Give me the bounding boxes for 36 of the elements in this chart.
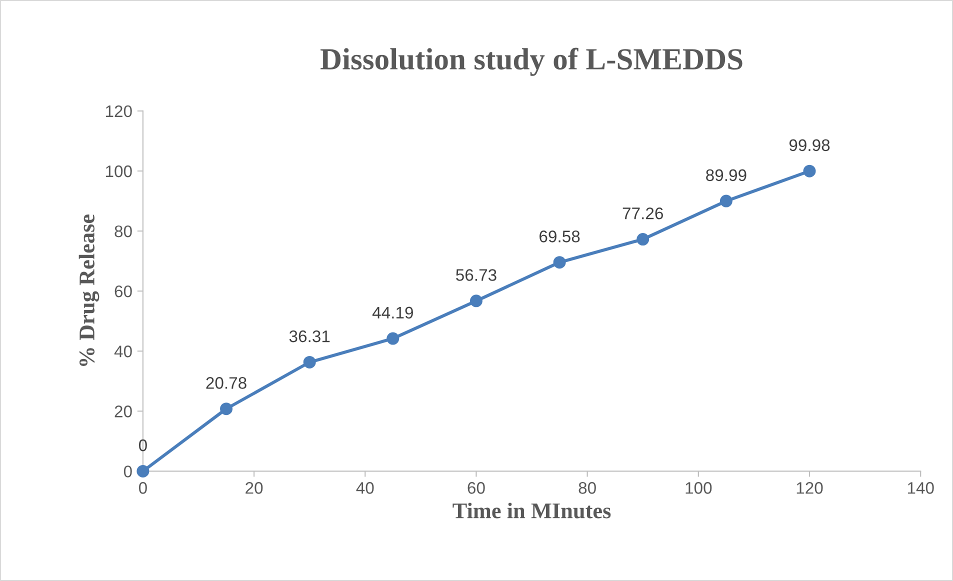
data-label: 69.58: [540, 230, 580, 242]
data-label: 36.31: [289, 330, 330, 342]
x-tick-label: 100: [686, 482, 712, 494]
data-label: 89.99: [706, 169, 746, 182]
x-tick-label: 40: [356, 482, 374, 494]
y-tick-label: 40: [114, 346, 132, 358]
point: [470, 294, 482, 308]
x-tick-label: 140: [908, 482, 934, 494]
y-tick-label: 120: [106, 105, 132, 118]
point: [386, 332, 400, 345]
x-tick-label: 80: [578, 482, 596, 494]
point: [720, 194, 732, 208]
data-label: 44.19: [372, 306, 413, 319]
y-tick-label: 0: [124, 466, 132, 478]
y-tick-label: 100: [106, 165, 132, 178]
point: [220, 402, 233, 416]
y-tick-label: 60: [114, 285, 132, 298]
y-tick-label: 80: [114, 225, 132, 238]
x-tick-label: 60: [468, 482, 485, 494]
point: [636, 233, 650, 246]
data-label: 56.73: [456, 269, 496, 281]
x-axis-title: Time in MInutes: [452, 502, 611, 518]
y-tick-label: 20: [114, 406, 132, 418]
x-tick-label: 0: [138, 482, 147, 494]
data-label: 20.78: [206, 377, 246, 389]
data-label: 0: [138, 439, 147, 452]
data-label: 77.26: [622, 208, 663, 220]
data-label: 99.98: [789, 139, 830, 152]
point: [303, 356, 316, 368]
x-tick-label: 20: [246, 482, 263, 494]
y-axis-title: % Drug Release: [78, 214, 100, 366]
chart-title: Dissolution study of L-SMEDDS: [320, 48, 742, 76]
point: [136, 464, 150, 478]
x-tick-label: 120: [796, 482, 823, 494]
point: [803, 164, 816, 178]
point: [553, 256, 566, 269]
